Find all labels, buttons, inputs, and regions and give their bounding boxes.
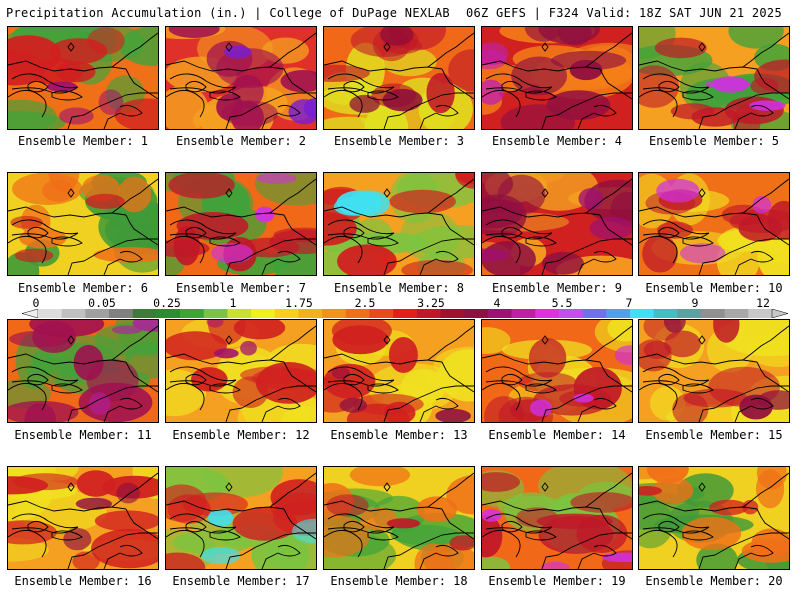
color-scale-swatch bbox=[700, 309, 726, 318]
ensemble-member-map bbox=[481, 466, 633, 570]
color-scale-swatch bbox=[85, 309, 110, 318]
ensemble-member-map bbox=[481, 26, 633, 130]
ensemble-member-label: Ensemble Member: 1 bbox=[17, 134, 149, 148]
ensemble-member-map bbox=[323, 319, 475, 423]
color-scale-swatch bbox=[369, 309, 394, 318]
ensemble-member-label: Ensemble Member: 16 bbox=[14, 574, 152, 588]
color-scale-swatch bbox=[227, 309, 252, 318]
color-scale-swatch bbox=[322, 309, 347, 318]
ensemble-member-label: Ensemble Member: 19 bbox=[488, 574, 626, 588]
color-scale-swatch bbox=[440, 309, 465, 318]
color-scale-swatch bbox=[464, 309, 489, 318]
ensemble-member-map bbox=[165, 319, 317, 423]
ensemble-member-label: Ensemble Member: 13 bbox=[330, 428, 468, 442]
ensemble-member-map bbox=[7, 26, 159, 130]
color-scale-tick-label: 12 bbox=[756, 296, 770, 310]
ensemble-member-label: Ensemble Member: 4 bbox=[491, 134, 623, 148]
ensemble-member-map bbox=[481, 319, 633, 423]
color-scale-tick-label: 4 bbox=[493, 296, 501, 310]
color-scale-swatch bbox=[393, 309, 418, 318]
ensemble-member-label: Ensemble Member: 8 bbox=[333, 281, 465, 295]
ensemble-member-map bbox=[323, 466, 475, 570]
color-scale-bar bbox=[22, 309, 788, 318]
color-scale-tick-label: 1 bbox=[229, 296, 237, 310]
color-scale-swatch bbox=[180, 309, 205, 318]
ensemble-member-label: Ensemble Member: 20 bbox=[645, 574, 783, 588]
ensemble-member-map bbox=[323, 26, 475, 130]
color-scale-tick-label: 5.5 bbox=[551, 296, 573, 310]
color-scale-swatch bbox=[203, 309, 228, 318]
ensemble-member-map bbox=[638, 26, 790, 130]
color-scale-swatch bbox=[677, 309, 702, 318]
ensemble-member-label: Ensemble Member: 5 bbox=[648, 134, 780, 148]
model-valid-time: 06Z GEFS | F324 Valid: 18Z SAT JUN 21 20… bbox=[465, 6, 782, 20]
color-scale-swatch bbox=[132, 309, 157, 318]
ensemble-member-label: Ensemble Member: 14 bbox=[488, 428, 626, 442]
color-scale-swatch bbox=[629, 309, 655, 318]
color-scale-swatch bbox=[653, 309, 678, 318]
ensemble-member-map bbox=[638, 172, 790, 276]
color-scale-tick-label: 7 bbox=[625, 296, 633, 310]
color-scale-swatch bbox=[274, 309, 299, 318]
color-scale-swatch bbox=[298, 309, 323, 318]
ensemble-member-label: Ensemble Member: 10 bbox=[645, 281, 783, 295]
ensemble-member-map bbox=[638, 466, 790, 570]
color-scale-swatch bbox=[724, 309, 749, 318]
ensemble-member-map bbox=[7, 319, 159, 423]
color-scale-tick-label: 1.75 bbox=[285, 296, 313, 310]
color-scale-swatch bbox=[38, 309, 63, 318]
ensemble-member-map bbox=[638, 319, 790, 423]
color-scale-tick-label: 2.5 bbox=[354, 296, 376, 310]
map-title: Precipitation Accumulation (in.) | Colle… bbox=[6, 6, 450, 20]
color-scale-swatch bbox=[109, 309, 134, 318]
color-scale-swatch bbox=[251, 309, 276, 318]
ensemble-member-label: Ensemble Member: 12 bbox=[172, 428, 310, 442]
color-scale-swatch bbox=[156, 309, 181, 318]
ensemble-member-map bbox=[323, 172, 475, 276]
color-scale-tick-label: 0 bbox=[32, 296, 40, 310]
ensemble-member-label: Ensemble Member: 9 bbox=[491, 281, 623, 295]
ensemble-member-map bbox=[165, 172, 317, 276]
ensemble-member-label: Ensemble Member: 7 bbox=[175, 281, 307, 295]
ensemble-member-map bbox=[7, 172, 159, 276]
ensemble-member-map bbox=[7, 466, 159, 570]
ensemble-member-label: Ensemble Member: 2 bbox=[175, 134, 307, 148]
color-scale-tick-label: 0.05 bbox=[88, 296, 116, 310]
color-scale-swatch bbox=[606, 309, 631, 318]
color-scale-swatch bbox=[61, 309, 86, 318]
ensemble-member-label: Ensemble Member: 3 bbox=[333, 134, 465, 148]
ensemble-member-map bbox=[165, 466, 317, 570]
color-scale-swatch bbox=[416, 309, 441, 318]
color-scale-swatch bbox=[535, 309, 560, 318]
color-scale-tick-label: 9 bbox=[691, 296, 699, 310]
ensemble-member-label: Ensemble Member: 15 bbox=[645, 428, 783, 442]
ensemble-member-label: Ensemble Member: 6 bbox=[17, 281, 149, 295]
ensemble-member-label: Ensemble Member: 17 bbox=[172, 574, 310, 588]
ensemble-member-label: Ensemble Member: 11 bbox=[14, 428, 152, 442]
color-scale-swatch bbox=[558, 309, 583, 318]
color-scale-swatch bbox=[487, 309, 512, 318]
color-scale-swatch bbox=[511, 309, 536, 318]
color-scale-tick-label: 3.25 bbox=[417, 296, 445, 310]
ensemble-member-map bbox=[165, 26, 317, 130]
ensemble-member-label: Ensemble Member: 18 bbox=[330, 574, 468, 588]
color-scale-swatch bbox=[748, 309, 773, 318]
color-scale-swatch bbox=[345, 309, 370, 318]
color-scale-tick-label: 0.25 bbox=[153, 296, 181, 310]
ensemble-member-map bbox=[481, 172, 633, 276]
color-scale-swatch bbox=[582, 309, 607, 318]
